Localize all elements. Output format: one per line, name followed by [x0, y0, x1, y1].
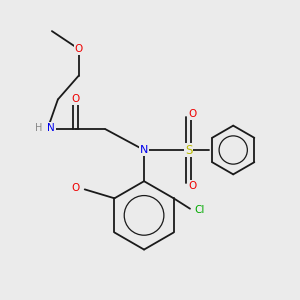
Text: O: O — [71, 183, 80, 193]
Text: H: H — [35, 123, 43, 133]
Text: O: O — [72, 94, 80, 104]
Text: O: O — [74, 44, 83, 54]
Text: N: N — [140, 145, 148, 155]
Text: O: O — [188, 181, 196, 191]
Text: N: N — [47, 123, 55, 133]
Text: O: O — [188, 109, 196, 119]
Text: S: S — [185, 143, 192, 157]
Text: Cl: Cl — [194, 205, 205, 215]
